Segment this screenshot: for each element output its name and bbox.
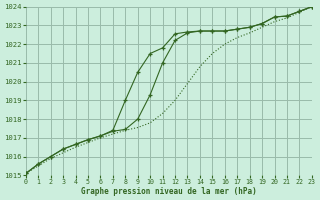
X-axis label: Graphe pression niveau de la mer (hPa): Graphe pression niveau de la mer (hPa) xyxy=(81,187,257,196)
